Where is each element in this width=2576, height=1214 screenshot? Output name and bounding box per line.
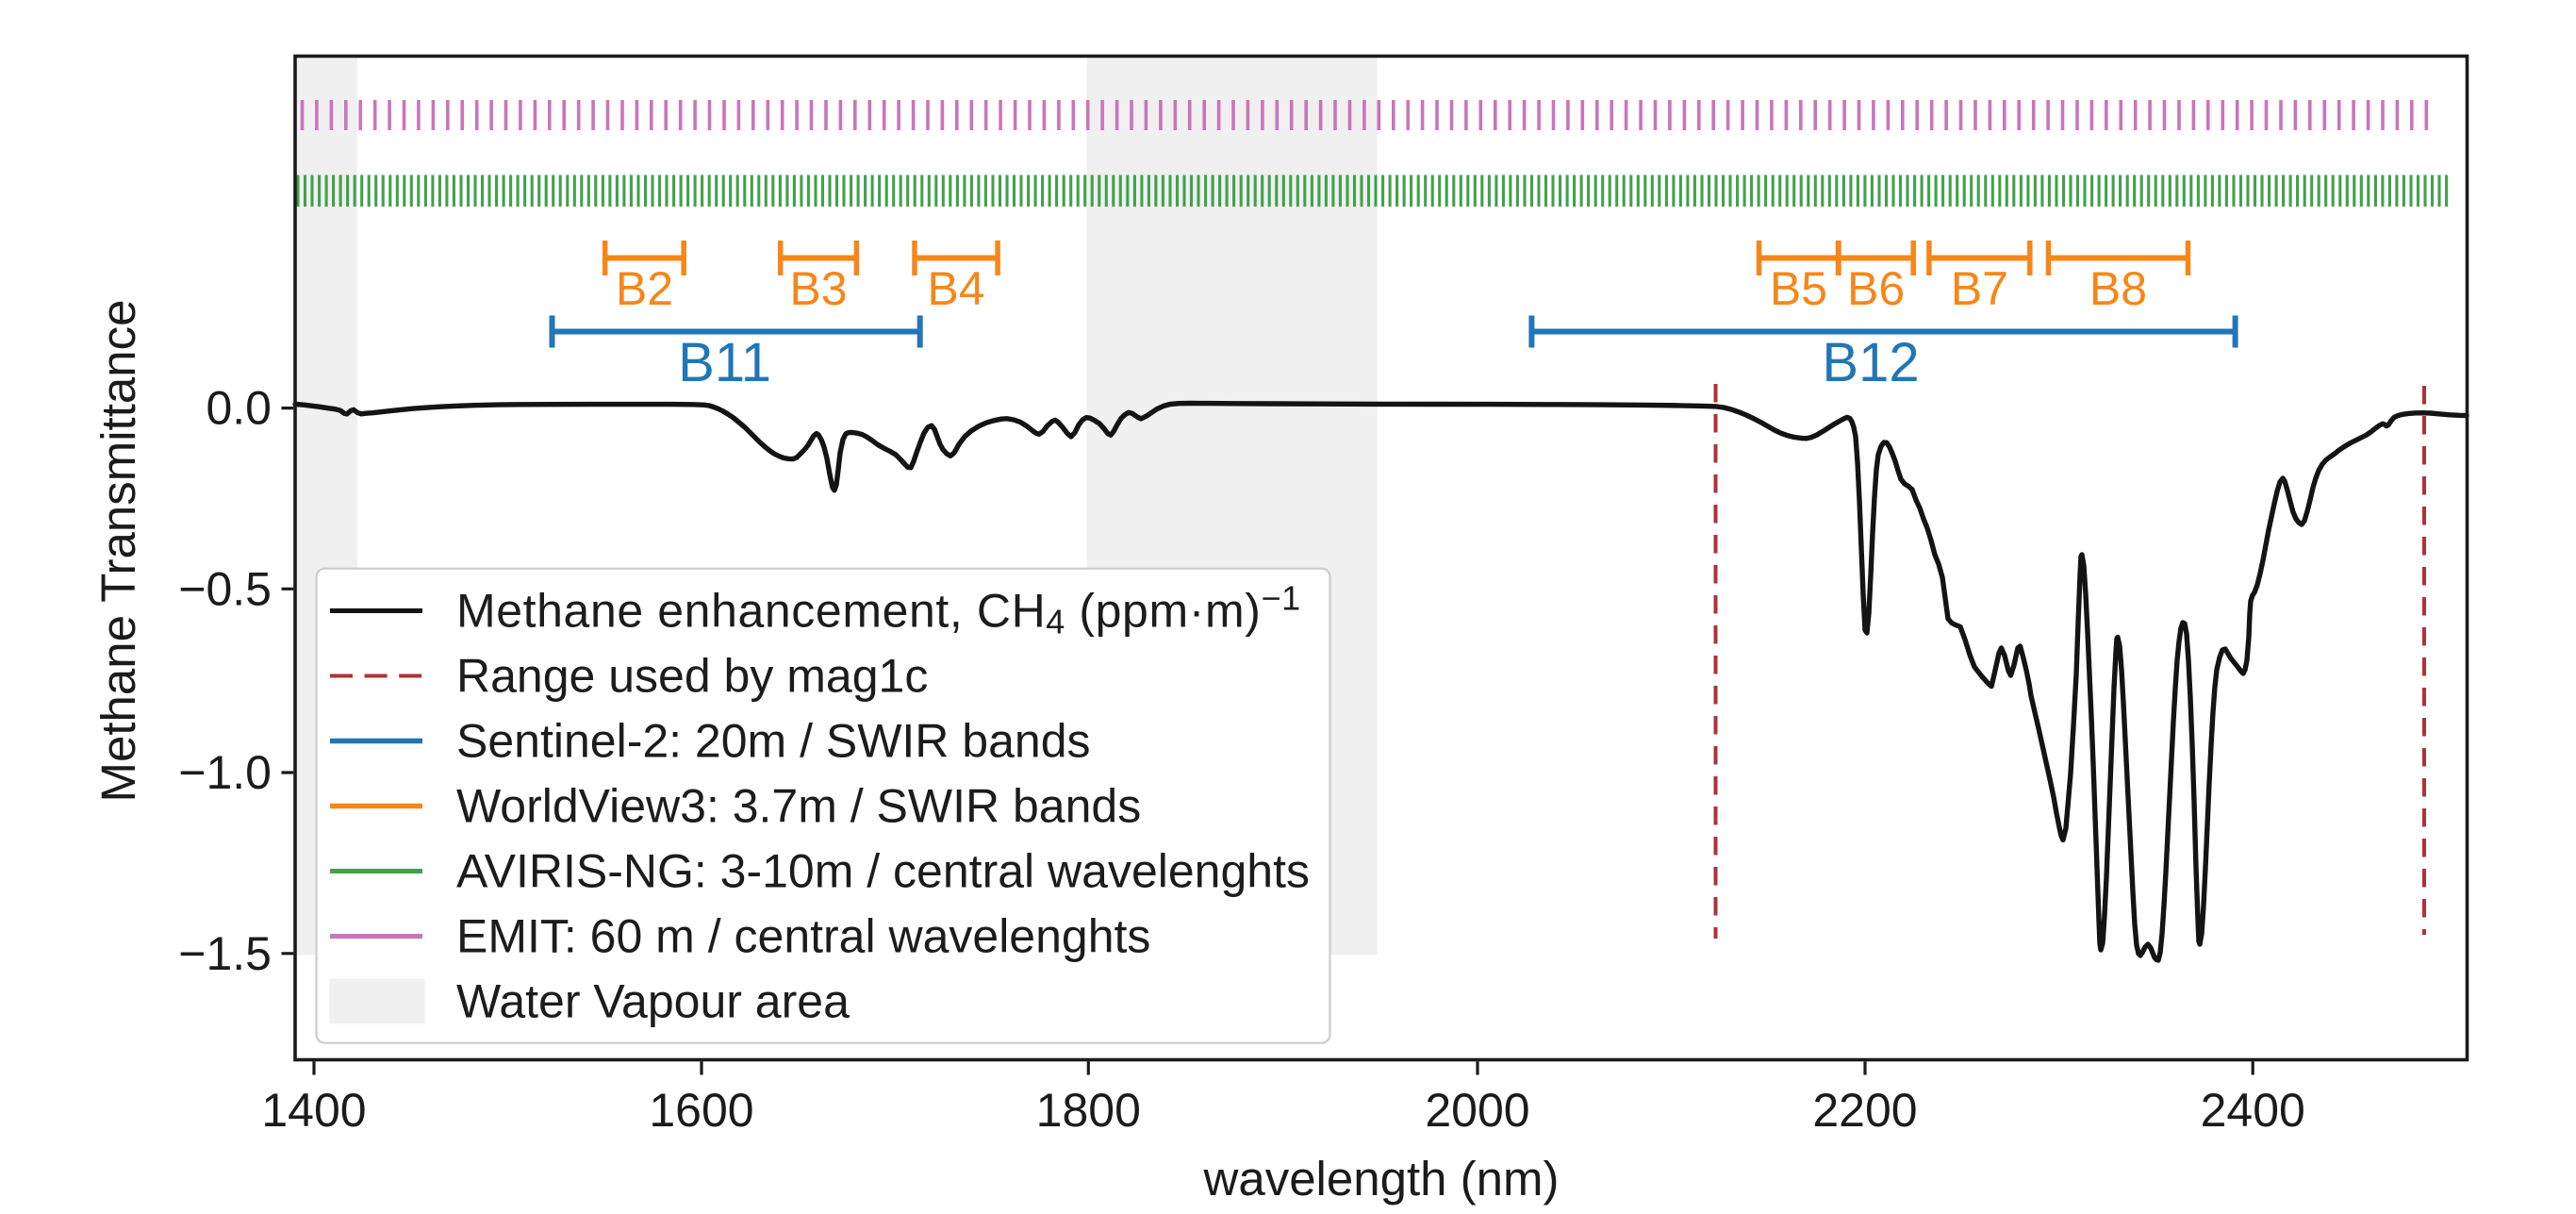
svg-text:0.0: 0.0 <box>206 382 272 435</box>
svg-text:−0.5: −0.5 <box>178 562 272 615</box>
svg-text:1600: 1600 <box>649 1084 753 1137</box>
svg-text:Sentinel-2: 20m / SWIR bands: Sentinel-2: 20m / SWIR bands <box>456 715 1091 768</box>
svg-text:−1.5: −1.5 <box>178 927 272 980</box>
svg-text:wavelength (nm): wavelength (nm) <box>1203 1152 1560 1206</box>
svg-text:B8: B8 <box>2089 262 2147 315</box>
svg-text:Water Vapour area: Water Vapour area <box>456 975 850 1028</box>
svg-text:B6: B6 <box>1847 262 1905 315</box>
svg-text:B7: B7 <box>1951 262 2008 315</box>
svg-text:EMIT: 60 m / central wavelengh: EMIT: 60 m / central wavelenghts <box>456 910 1150 963</box>
svg-text:−1.0: −1.0 <box>178 746 272 799</box>
svg-text:B5: B5 <box>1770 262 1827 315</box>
svg-text:1800: 1800 <box>1036 1084 1141 1137</box>
svg-text:Methane enhancement, CH4 (ppm·: Methane enhancement, CH4 (ppm·m)−1 <box>456 579 1301 641</box>
svg-text:B3: B3 <box>789 262 847 315</box>
svg-text:B11: B11 <box>678 332 771 393</box>
svg-text:B12: B12 <box>1822 332 1919 393</box>
svg-text:2400: 2400 <box>2201 1084 2305 1137</box>
svg-text:2200: 2200 <box>1812 1084 1917 1137</box>
svg-text:B2: B2 <box>616 262 673 315</box>
svg-text:Range used by mag1c: Range used by mag1c <box>456 650 928 703</box>
svg-text:B4: B4 <box>927 262 984 315</box>
svg-text:Methane Transmittance: Methane Transmittance <box>91 300 145 803</box>
svg-text:AVIRIS-NG: 3-10m / central wav: AVIRIS-NG: 3-10m / central wavelenghts <box>456 845 1310 898</box>
svg-text:2000: 2000 <box>1425 1084 1529 1137</box>
svg-text:1400: 1400 <box>261 1084 366 1137</box>
svg-text:WorldView3: 3.7m / SWIR bands: WorldView3: 3.7m / SWIR bands <box>456 780 1141 833</box>
